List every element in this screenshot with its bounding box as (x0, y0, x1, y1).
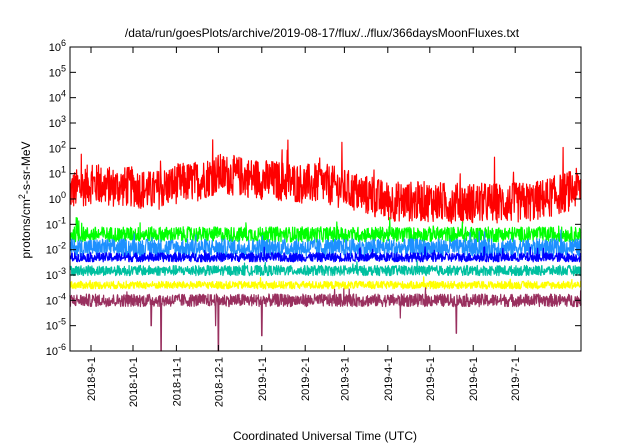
x-tick-label: 2019-7-1 (510, 357, 522, 401)
y-tick-label: 105 (49, 63, 66, 79)
y-tick-label: 10-1 (46, 215, 66, 231)
x-tick-label: 2018-12-1 (213, 357, 225, 407)
x-tick-label: 2019-4-1 (383, 357, 395, 401)
y-tick-label: 10-5 (46, 317, 66, 333)
y-tick-label: 10-6 (46, 342, 66, 358)
y-tick-label: 102 (49, 139, 66, 155)
series-line-6 (69, 276, 582, 290)
x-axis-label: Coordinated Universal Time (UTC) (233, 429, 417, 443)
y-tick-label: 10-2 (46, 241, 66, 257)
x-axis: 2018-9-1 2018-10-1 2018-11-1 2018-12-1 2019-… (86, 47, 522, 407)
series-line-2 (69, 217, 582, 243)
series-line-3 (69, 229, 582, 258)
series-line-4 (69, 246, 582, 263)
y-tick-label: 100 (49, 190, 66, 206)
series-line-5 (69, 260, 582, 277)
y-tick-label: 101 (49, 165, 66, 181)
x-tick-label: 2018-9-1 (86, 357, 98, 401)
y-tick-label: 104 (49, 89, 66, 105)
x-tick-label: 2019-3-1 (339, 357, 351, 401)
x-tick-label: 2019-6-1 (468, 357, 480, 401)
x-tick-label: 2019-5-1 (425, 357, 437, 401)
chart-title: /data/run/goesPlots/archive/2019-08-17/f… (125, 26, 520, 40)
x-tick-label: 2018-10-1 (128, 357, 140, 407)
y-tick-label: 10-4 (46, 291, 66, 307)
series-line-1 (69, 139, 582, 224)
y-tick-label: 106 (49, 38, 66, 54)
x-tick-label: 2019-1-1 (257, 357, 269, 401)
x-tick-label: 2019-2-1 (300, 357, 312, 401)
series-line-7 (69, 287, 582, 352)
y-axis-label: protons/cm2-s-sr-MeV (17, 141, 33, 258)
y-tick-label: 10-3 (46, 266, 66, 282)
y-axis: 10-6 10-5 10-4 10-3 10-2 10-1 100 101 102 103 104 1… (46, 38, 581, 358)
x-tick-label: 2018-11-1 (171, 357, 183, 406)
series-group (69, 139, 582, 352)
y-tick-label: 103 (49, 114, 66, 130)
